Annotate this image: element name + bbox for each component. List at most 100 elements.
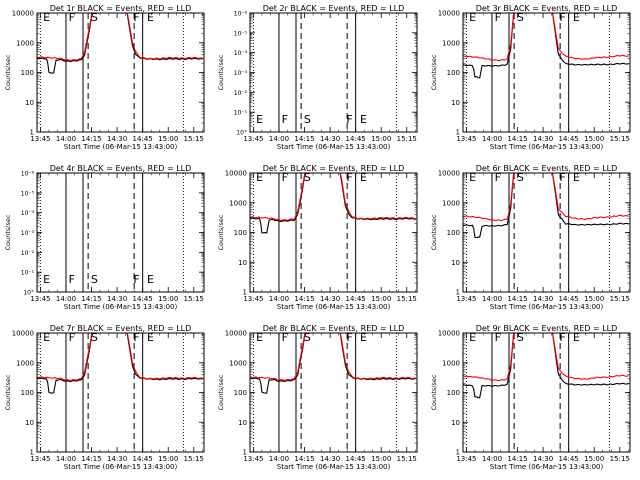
- x-tick-label: 15:15: [184, 295, 204, 303]
- events-series-line: [463, 173, 629, 239]
- marker-letter: E: [147, 11, 154, 24]
- marker-letter: F: [133, 11, 139, 24]
- x-tick-label: 14:30: [533, 295, 553, 303]
- x-tick-label: 14:00: [269, 135, 289, 143]
- plot-frame: [462, 332, 631, 453]
- y-tick-label: 100: [447, 229, 460, 237]
- x-tick-label: 14:00: [56, 455, 76, 463]
- x-tick-label: 14:30: [107, 135, 127, 143]
- chart-det-4: Det 4r BLACK = Events, RED = LLD 10° 10⁻¹ 1…: [4, 164, 205, 311]
- y-tick-label: 10°: [23, 290, 34, 297]
- marker-letter: S: [517, 11, 524, 24]
- events-series-line: [463, 13, 629, 79]
- x-tick-label: 14:00: [269, 455, 289, 463]
- marker-letter: E: [147, 331, 154, 344]
- marker-letter: F: [69, 11, 75, 24]
- y-tick-label: 10: [451, 99, 460, 107]
- marker-letter: S: [91, 331, 98, 344]
- x-tick-label: 15:15: [184, 455, 204, 463]
- x-tick-label: 13:45: [456, 295, 476, 303]
- marker-letter: F: [282, 113, 288, 126]
- x-tick-label: 14:30: [320, 295, 340, 303]
- marker-letter: F: [559, 11, 565, 24]
- y-tick-label: 1: [456, 449, 460, 457]
- marker-letter: S: [304, 171, 311, 184]
- x-tick-label: 14:30: [533, 455, 553, 463]
- events-series-line: [37, 13, 203, 74]
- y-tick-label: 10: [451, 419, 460, 427]
- y-tick-label: 100: [447, 69, 460, 77]
- x-tick-label: 15:00: [371, 135, 391, 143]
- marker-letter: F: [346, 171, 352, 184]
- y-tick-label: 10⁻⁵: [21, 190, 35, 197]
- x-tick-label: 13:45: [243, 455, 263, 463]
- chart-det-6: Det 6r BLACK = Events, RED = LLD 1 10 100 10…: [430, 164, 631, 311]
- marker-letter: S: [91, 11, 98, 24]
- marker-letter: F: [495, 171, 501, 184]
- events-series-line: [250, 173, 416, 234]
- x-tick-label: 14:15: [81, 455, 101, 463]
- x-tick-label: 14:15: [294, 295, 314, 303]
- x-axis-label: Start Time (06-Mar-15 13:43:00): [490, 143, 604, 151]
- y-axis-label: Counts/sec: [4, 374, 12, 410]
- y-tick-label: 10: [238, 259, 247, 267]
- chart-det-3: Det 3r BLACK = Events, RED = LLD 1 10 100 10…: [430, 4, 631, 151]
- x-tick-label: 13:45: [243, 295, 263, 303]
- x-tick-label: 15:00: [584, 295, 604, 303]
- y-tick-label: 10000: [12, 330, 34, 338]
- x-tick-label: 14:15: [294, 455, 314, 463]
- x-tick-label: 14:00: [56, 295, 76, 303]
- chart-title: Det 7r BLACK = Events, RED = LLD: [50, 324, 192, 333]
- y-tick-label: 10⁻⁴: [234, 50, 248, 57]
- y-tick-label: 10⁻¹: [21, 270, 35, 277]
- x-tick-label: 14:45: [346, 295, 366, 303]
- y-tick-label: 1000: [229, 199, 247, 207]
- x-axis-label: Start Time (06-Mar-15 13:43:00): [277, 463, 391, 471]
- x-tick-label: 14:00: [56, 135, 76, 143]
- x-tick-label: 14:15: [507, 295, 527, 303]
- x-tick-label: 13:45: [456, 455, 476, 463]
- x-tick-label: 14:45: [559, 455, 579, 463]
- plot-frame: [36, 332, 205, 453]
- chart-title: Det 5r BLACK = Events, RED = LLD: [263, 164, 405, 173]
- chart-det-5: Det 5r BLACK = Events, RED = LLD 1 10 100 10…: [217, 164, 418, 311]
- x-tick-label: 14:15: [294, 135, 314, 143]
- events-series-line: [250, 333, 416, 394]
- events-series-line: [37, 333, 203, 394]
- x-tick-label: 14:45: [346, 135, 366, 143]
- x-tick-label: 15:15: [397, 295, 417, 303]
- y-tick-label: 1: [243, 289, 247, 297]
- y-axis-label: Counts/sec: [430, 214, 438, 250]
- marker-letter: E: [43, 331, 50, 344]
- x-axis-label: Start Time (06-Mar-15 13:43:00): [64, 143, 178, 151]
- marker-letter: S: [517, 171, 524, 184]
- marker-letter: E: [256, 331, 263, 344]
- chart-title: Det 1r BLACK = Events, RED = LLD: [50, 4, 192, 13]
- x-tick-label: 13:45: [30, 295, 50, 303]
- x-tick-label: 14:00: [482, 455, 502, 463]
- marker-letter: S: [517, 331, 524, 344]
- chart-det-1: Det 1r BLACK = Events, RED = LLD 1 10 100 10…: [4, 4, 205, 151]
- marker-letter: S: [91, 273, 98, 286]
- y-axis-label: Counts/sec: [217, 54, 225, 90]
- y-axis-label: Counts/sec: [4, 214, 12, 250]
- y-tick-label: 10: [451, 259, 460, 267]
- y-tick-label: 10: [25, 419, 34, 427]
- y-tick-label: 10⁻⁶: [21, 171, 35, 178]
- x-axis-label: Start Time (06-Mar-15 13:43:00): [490, 303, 604, 311]
- x-axis-label: Start Time (06-Mar-15 13:43:00): [490, 463, 604, 471]
- x-tick-label: 15:15: [610, 295, 630, 303]
- marker-letter: F: [495, 11, 501, 24]
- marker-letter: F: [495, 331, 501, 344]
- lld-series-line: [463, 333, 629, 382]
- y-tick-label: 10⁻³: [21, 230, 35, 237]
- y-axis-label: Counts/sec: [430, 54, 438, 90]
- lld-series-line: [463, 173, 630, 222]
- marker-letter: E: [360, 171, 367, 184]
- y-tick-label: 10⁻²: [234, 90, 248, 97]
- marker-letter: F: [559, 331, 565, 344]
- y-tick-label: 10000: [225, 170, 247, 178]
- lld-series-line: [250, 333, 416, 381]
- x-tick-label: 15:00: [158, 295, 178, 303]
